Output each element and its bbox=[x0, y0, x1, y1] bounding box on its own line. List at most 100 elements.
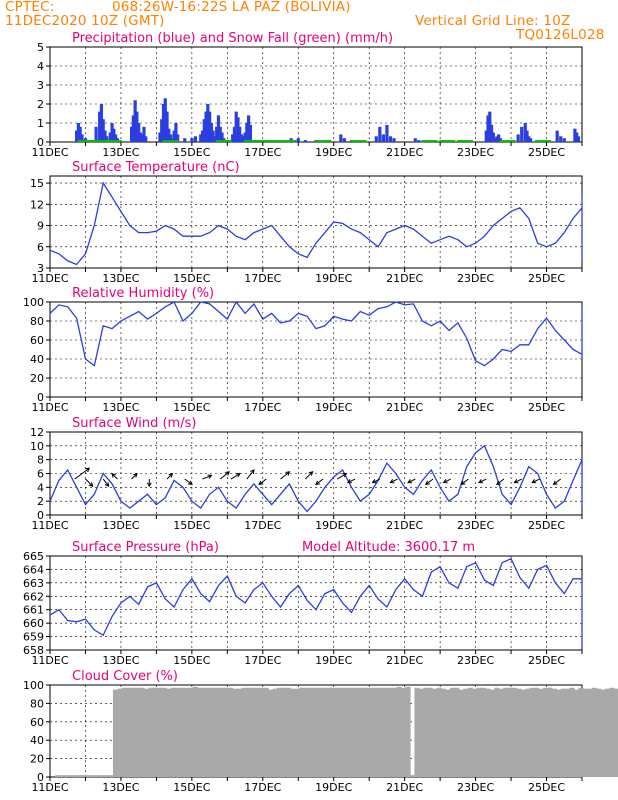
cloud-bar bbox=[130, 687, 136, 777]
y-tick-label: 40 bbox=[30, 734, 44, 747]
panel-frame bbox=[49, 175, 583, 269]
precip-bar bbox=[392, 138, 396, 142]
cloud-bar bbox=[166, 688, 172, 777]
cloud-bar bbox=[263, 687, 269, 777]
precip-bar bbox=[575, 132, 579, 142]
x-tick-label: 17DEC bbox=[244, 146, 281, 159]
precip-bar bbox=[248, 124, 252, 142]
precip-bar bbox=[176, 134, 180, 142]
y-tick-label: 20 bbox=[30, 372, 44, 385]
panel-2 bbox=[46, 175, 583, 272]
cloud-bar bbox=[268, 689, 274, 777]
y-tick-label: 4 bbox=[37, 481, 44, 494]
wind-arrow bbox=[305, 471, 313, 480]
precip-bar bbox=[94, 126, 98, 142]
precip-bar bbox=[555, 130, 559, 142]
series-line bbox=[49, 557, 583, 648]
precip-bar bbox=[241, 136, 245, 142]
wind-arrow bbox=[443, 478, 451, 484]
precip-bar bbox=[385, 124, 389, 142]
x-tick-label: 25DEC bbox=[528, 272, 565, 285]
cloud-bar bbox=[449, 687, 455, 777]
wind-arrow bbox=[514, 478, 522, 484]
x-tick-label: 25DEC bbox=[528, 781, 565, 794]
y-tick-label: 12 bbox=[30, 198, 44, 211]
cloud-bar bbox=[330, 687, 336, 777]
precip-bar bbox=[215, 126, 219, 142]
wind-arrow-head bbox=[389, 479, 395, 484]
x-tick-label: 23DEC bbox=[457, 781, 494, 794]
cloud-bar bbox=[542, 687, 549, 777]
cloud-bar bbox=[139, 687, 145, 777]
panel-3 bbox=[46, 300, 583, 401]
wind-arrow-head bbox=[250, 469, 255, 475]
cloud-bar bbox=[316, 687, 322, 777]
precip-bar bbox=[99, 104, 104, 142]
precip-bar bbox=[110, 123, 114, 142]
precip-bar bbox=[193, 136, 198, 142]
panel-title: Surface Wind (m/s) bbox=[72, 416, 196, 431]
snow-bar bbox=[421, 140, 438, 142]
cloud-bar bbox=[565, 688, 571, 777]
snow-bar bbox=[439, 140, 456, 142]
wind-arrow-head bbox=[513, 479, 519, 484]
cloud-bar bbox=[556, 689, 562, 777]
wind-arrow-head bbox=[132, 472, 138, 478]
cloud-bar bbox=[458, 689, 464, 777]
precip-bar bbox=[216, 115, 221, 142]
cloud-bar bbox=[378, 687, 384, 777]
precip-bar bbox=[245, 123, 249, 142]
precip-bar bbox=[497, 134, 501, 142]
precip-bar bbox=[388, 136, 393, 142]
y-tick-label: 2 bbox=[37, 98, 44, 111]
source-label: CPTEC: bbox=[5, 0, 55, 15]
cloud-bar bbox=[503, 687, 509, 777]
cloud-bar bbox=[321, 687, 327, 777]
precip-bar bbox=[183, 138, 187, 142]
panel-title: Cloud Cover (%) bbox=[72, 669, 178, 684]
precip-bar bbox=[523, 123, 527, 142]
y-tick-label: 5 bbox=[37, 41, 44, 54]
cloud-bar bbox=[245, 687, 251, 777]
x-tick-label: 23DEC bbox=[457, 519, 494, 532]
cloud-bar bbox=[476, 687, 482, 777]
wind-arrow-head bbox=[478, 479, 484, 484]
wind-arrow-head bbox=[85, 467, 91, 473]
cloud-bar bbox=[161, 687, 167, 777]
cloud-bar bbox=[387, 687, 393, 777]
precip-bar bbox=[495, 136, 499, 142]
cloud-bar bbox=[498, 688, 504, 777]
x-tick-label: 11DEC bbox=[31, 781, 68, 794]
cloud-bar bbox=[55, 775, 61, 777]
precip-bar bbox=[174, 123, 178, 142]
x-tick-label: 21DEC bbox=[386, 146, 423, 159]
panel-1 bbox=[46, 46, 583, 146]
wind-arrow bbox=[390, 478, 398, 484]
wind-arrow bbox=[102, 478, 109, 487]
location-label: 068:26W-16:22S LA PAZ (BOLIVIA) bbox=[112, 0, 351, 15]
precip-bar bbox=[493, 138, 497, 142]
precip-bar bbox=[231, 134, 235, 142]
cloud-bar bbox=[489, 689, 495, 777]
cloud-bar bbox=[210, 687, 216, 777]
precip-bar bbox=[112, 128, 116, 142]
wind-arrow-head bbox=[168, 472, 174, 478]
x-tick-label: 25DEC bbox=[528, 654, 565, 667]
precip-bar bbox=[576, 136, 581, 142]
cloud-bar bbox=[383, 687, 389, 777]
snow-bar bbox=[105, 140, 122, 142]
wind-arrow bbox=[461, 478, 469, 485]
precip-bar bbox=[131, 115, 135, 142]
cloud-bar bbox=[294, 688, 300, 777]
wind-arrow-head bbox=[460, 480, 466, 486]
precip-bar bbox=[108, 132, 112, 142]
y-tick-label: 6 bbox=[37, 241, 44, 254]
snow-bar bbox=[534, 140, 551, 142]
cloud-bar bbox=[135, 687, 141, 777]
cloud-bar bbox=[232, 688, 238, 777]
cloud-bar bbox=[582, 688, 588, 777]
series-line bbox=[49, 181, 583, 266]
cloud-bar bbox=[219, 687, 225, 777]
precip-bar bbox=[137, 123, 141, 142]
panel-title: Precipitation (blue) and Snow Fall (gree… bbox=[72, 31, 393, 46]
